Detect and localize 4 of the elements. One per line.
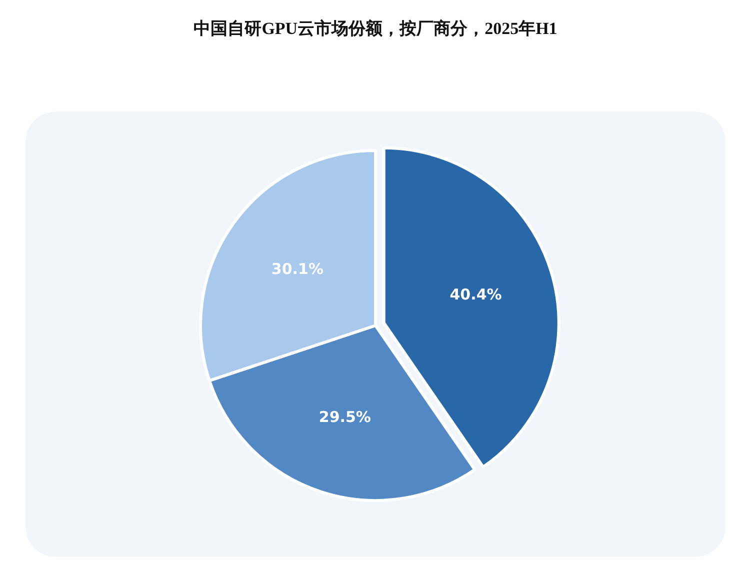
chart-title: 中国自研GPU云市场份额，按厂商分，2025年H1 — [194, 19, 558, 38]
data-label: 40.4% — [450, 285, 502, 304]
data-label: 30.1% — [271, 260, 324, 278]
data-label: 29.5% — [318, 408, 371, 426]
